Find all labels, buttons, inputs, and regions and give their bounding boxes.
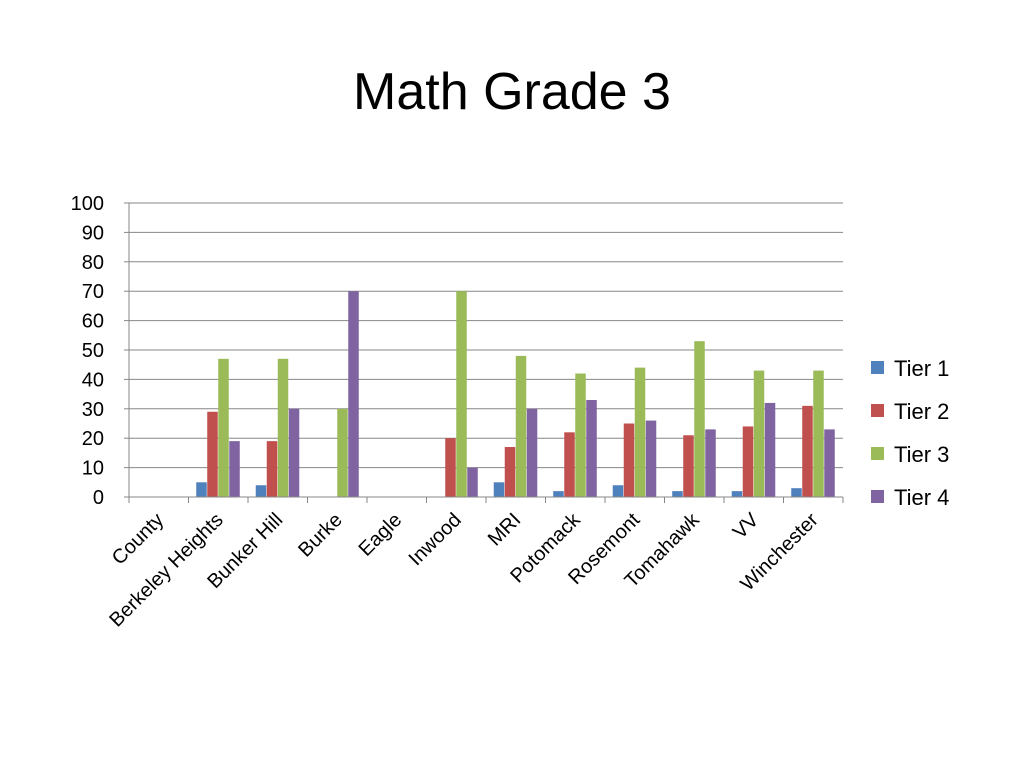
- bar-tier-2: [445, 438, 456, 497]
- legend-label: Tier 3: [894, 442, 949, 467]
- bar-tier-3: [813, 370, 824, 497]
- bar-tier-2: [266, 441, 278, 497]
- legend-label: Tier 1: [894, 356, 949, 381]
- legend-swatch: [871, 447, 884, 460]
- bar-tier-2: [683, 435, 694, 497]
- bar-tier-4: [229, 441, 240, 497]
- bar-tier-4: [586, 399, 597, 497]
- chart-title: Math Grade 3: [353, 63, 671, 121]
- bar-tier-3: [218, 358, 229, 497]
- bar-tier-3: [753, 370, 765, 497]
- legend-label: Tier 2: [894, 399, 949, 424]
- bar-tier-4: [526, 408, 538, 497]
- x-tick-label: Inwood: [405, 509, 466, 570]
- bar-tier-4: [288, 408, 300, 497]
- bar-tier-3: [694, 341, 705, 497]
- bar-tier-3: [634, 367, 646, 497]
- bar-tier-1: [612, 485, 624, 497]
- bar-tier-1: [255, 485, 267, 497]
- legend-swatch: [871, 361, 884, 374]
- bar-tier-1: [791, 488, 802, 497]
- legend: Tier 1 Tier 2 Tier 3 Tier 4: [871, 356, 949, 510]
- y-tick-label: 100: [71, 193, 104, 215]
- y-tick-label: 0: [93, 487, 104, 509]
- y-tick-label: 70: [82, 281, 104, 303]
- y-tick-label: 80: [82, 252, 104, 274]
- bar-tier-4: [705, 429, 716, 497]
- bar-tier-4: [824, 429, 835, 497]
- bar-tier-4: [467, 467, 478, 497]
- legend-swatch: [871, 404, 884, 417]
- bar-tier-3: [515, 355, 527, 497]
- y-tick-label: 90: [82, 222, 104, 244]
- bars: [196, 291, 835, 497]
- legend-swatch: [871, 490, 884, 503]
- bar-tier-4: [348, 291, 359, 497]
- bar-tier-2: [504, 447, 516, 497]
- bar-tier-3: [277, 358, 289, 497]
- bar-tier-1: [553, 491, 564, 497]
- x-tick-label: VV: [729, 509, 764, 544]
- y-tick-label: 60: [82, 311, 104, 333]
- x-tick-label: Burke: [294, 509, 347, 562]
- y-tick-label: 40: [82, 369, 104, 391]
- bar-tier-1: [672, 491, 683, 497]
- bar-tier-2: [564, 432, 575, 497]
- bar-tier-4: [645, 420, 657, 497]
- bar-tier-4: [764, 402, 776, 497]
- bar-tier-3: [337, 408, 348, 497]
- y-tick-label: 50: [82, 340, 104, 362]
- bar-tier-2: [802, 405, 813, 497]
- y-tick-label: 30: [82, 399, 104, 421]
- legend-label: Tier 4: [894, 485, 949, 510]
- x-tick-label: MRI: [484, 509, 525, 550]
- axes: [124, 202, 844, 503]
- bar-tier-2: [207, 411, 218, 497]
- x-tick-label: County: [108, 509, 168, 569]
- bar-tier-3: [456, 291, 467, 497]
- x-tick-label: Eagle: [355, 509, 407, 561]
- y-tick-label: 20: [82, 428, 104, 450]
- y-tick-labels: 0 10 20 30 40 50 60 70 80 90 100: [71, 193, 104, 509]
- bar-tier-1: [196, 482, 207, 497]
- bar-tier-1: [731, 491, 743, 497]
- bar-tier-3: [575, 373, 586, 497]
- bar-tier-1: [493, 482, 505, 497]
- y-tick-label: 10: [82, 458, 104, 480]
- bar-tier-2: [623, 423, 635, 497]
- gridlines: [129, 202, 843, 469]
- bar-tier-2: [742, 426, 754, 497]
